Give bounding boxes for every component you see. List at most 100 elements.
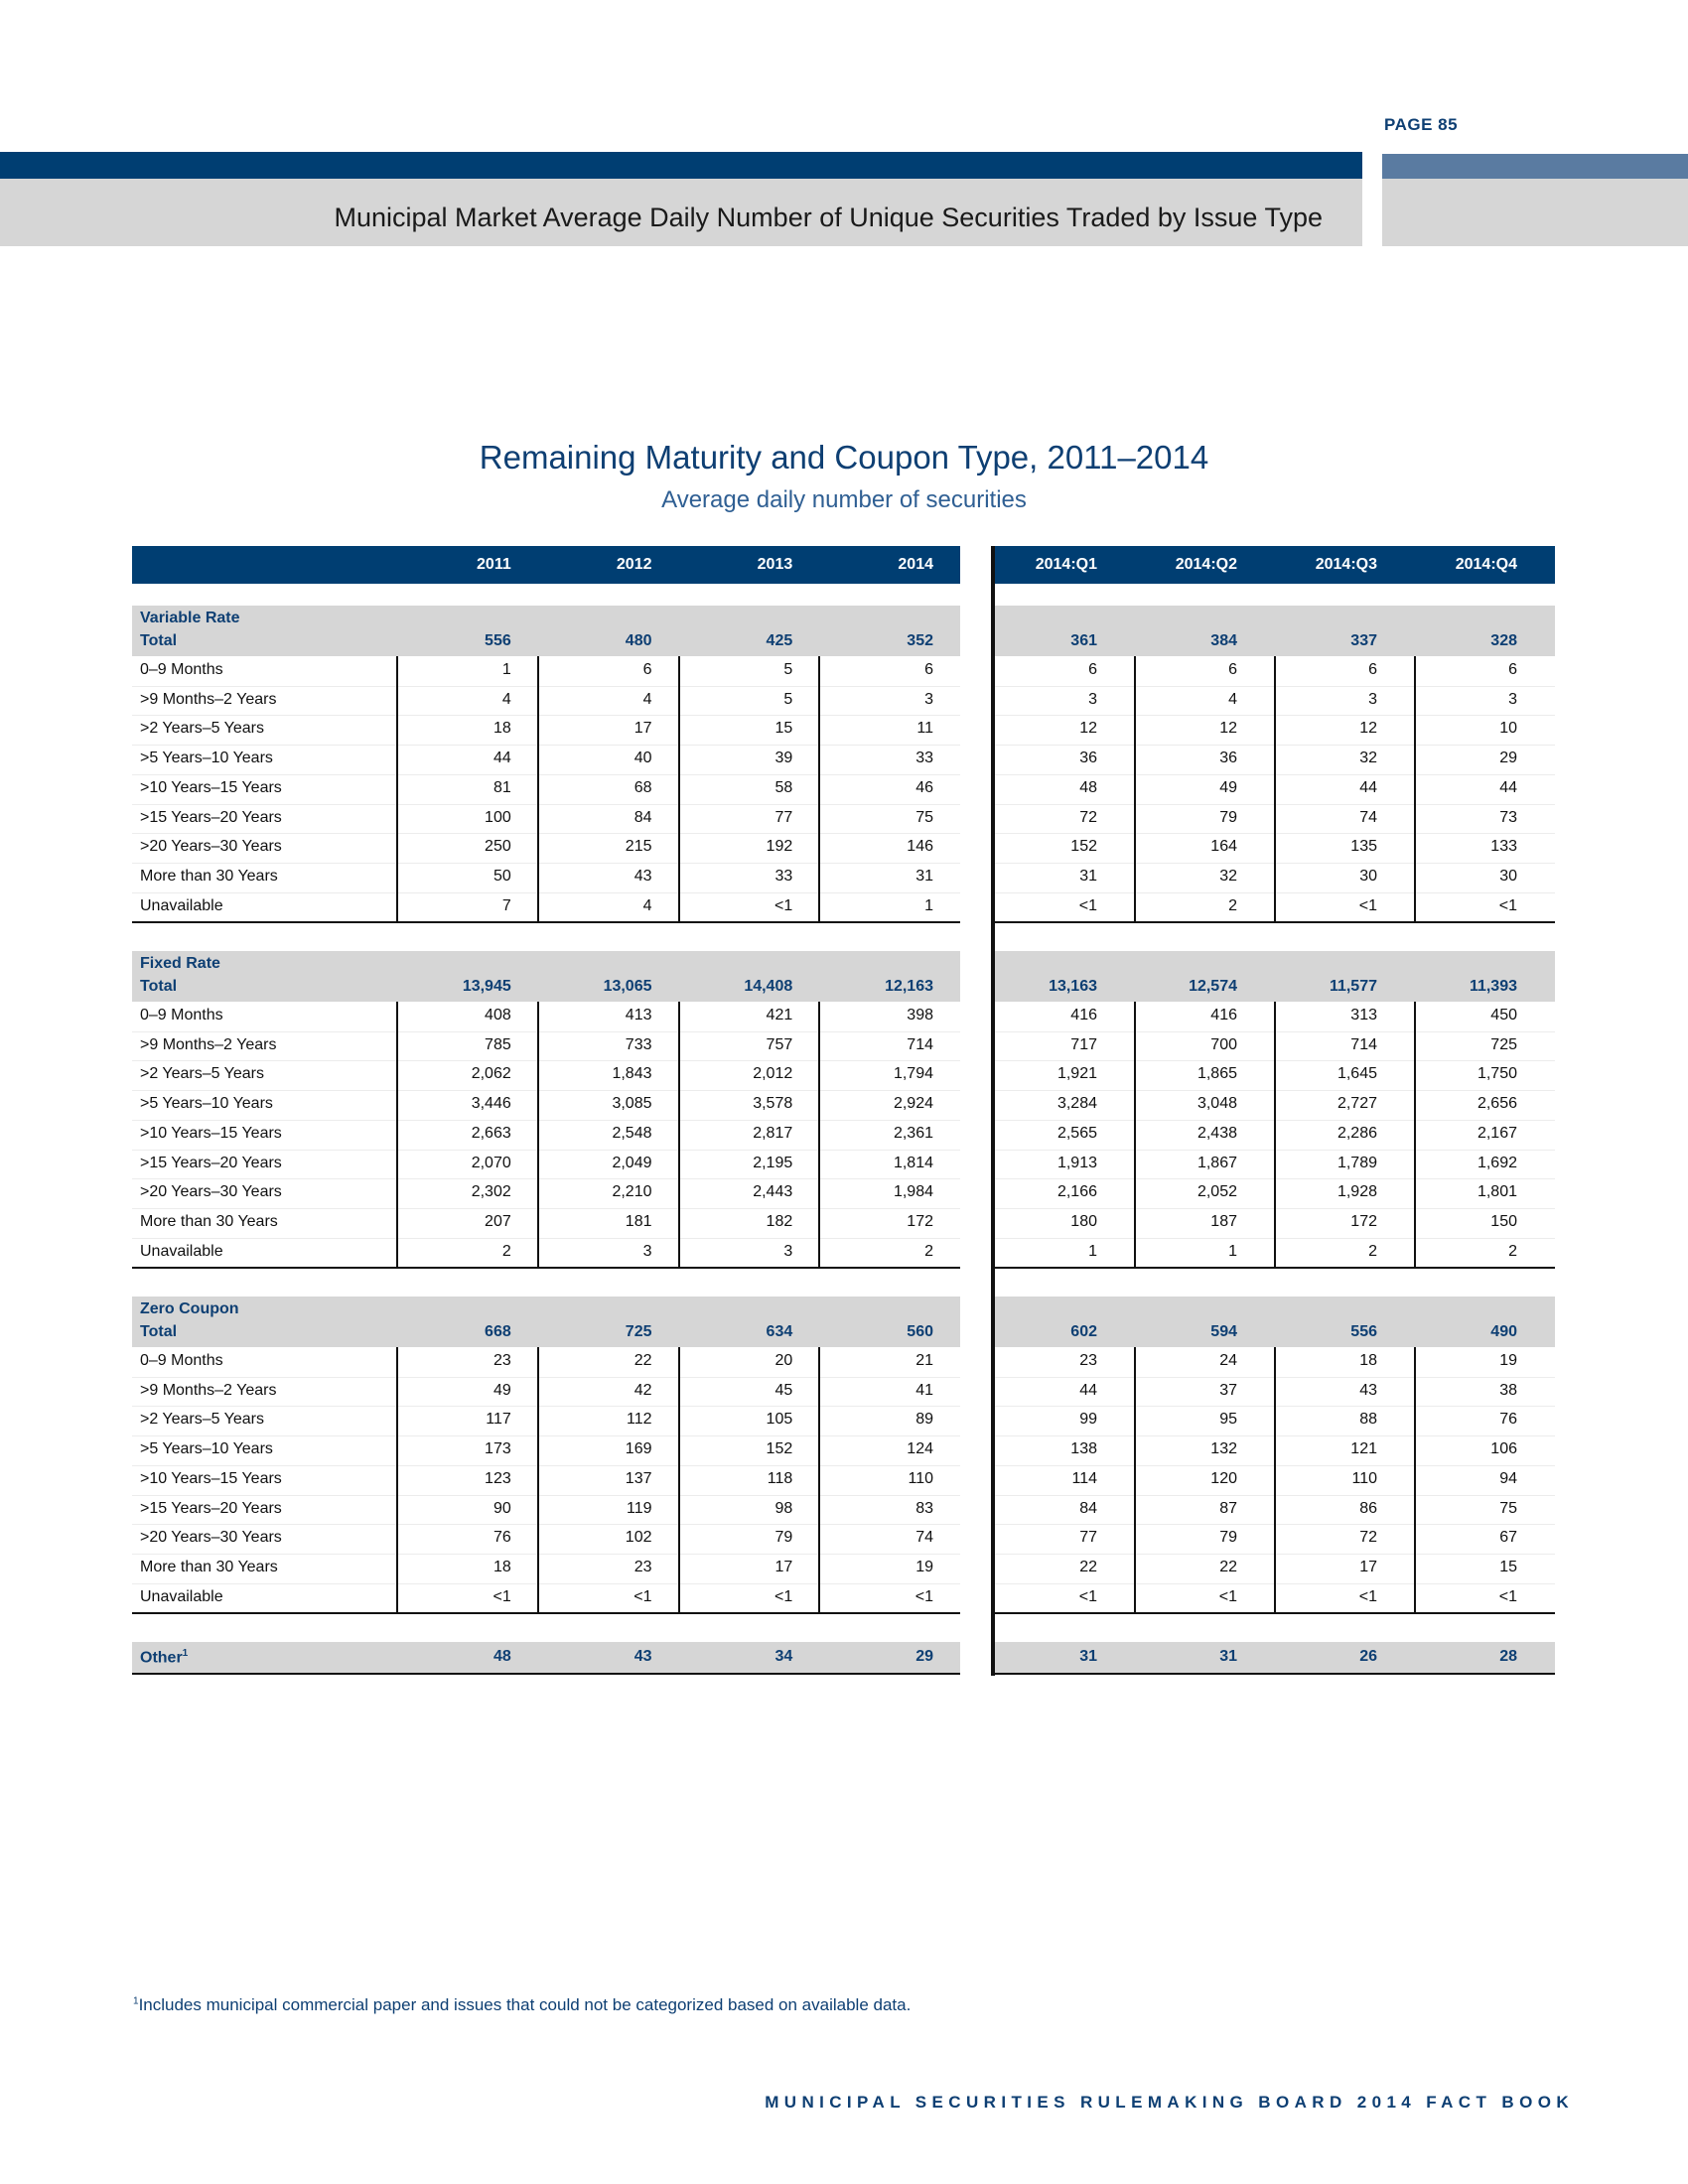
table-cell: 180 xyxy=(1070,1212,1097,1230)
table-cell: 23 xyxy=(1079,1352,1097,1369)
table-cell: 84 xyxy=(1079,1499,1097,1517)
row-label: >2 Years–5 Years xyxy=(140,1411,265,1429)
row-label: >5 Years–10 Years xyxy=(140,1440,273,1458)
table-cell: 2,727 xyxy=(1336,1095,1377,1113)
total-value: 328 xyxy=(1490,632,1517,649)
table-cell: 75 xyxy=(915,808,933,826)
table-cell: 36 xyxy=(1219,750,1237,767)
row-separator xyxy=(132,1207,960,1209)
row-separator xyxy=(132,803,960,805)
column-rule xyxy=(1414,1347,1416,1613)
row-separator xyxy=(132,1090,960,1092)
section-name: Fixed Rate xyxy=(140,955,220,972)
table-cell: 6 xyxy=(642,661,652,678)
column-rule xyxy=(1134,1347,1136,1613)
table-cell: 3,048 xyxy=(1196,1095,1237,1113)
row-label: 0–9 Months xyxy=(140,661,223,678)
table-cell: 2,167 xyxy=(1477,1124,1517,1142)
column-rule xyxy=(818,1347,821,1613)
table-cell: 119 xyxy=(626,1499,652,1517)
table-cell: 2,438 xyxy=(1196,1124,1237,1142)
header-bar-dark xyxy=(0,152,1362,179)
annual-header-row xyxy=(132,546,960,584)
table-cell: 3,284 xyxy=(1056,1095,1097,1113)
table-cell: 37 xyxy=(1219,1381,1237,1399)
table-cell: 181 xyxy=(625,1212,652,1230)
table-cell: 33 xyxy=(774,867,793,885)
table-cell: 2 xyxy=(501,1242,511,1260)
table-cell: 58 xyxy=(774,778,793,796)
table-cell: 5 xyxy=(783,661,793,678)
table-cell: 90 xyxy=(492,1499,511,1517)
table-cell: <1 xyxy=(1358,1587,1377,1605)
total-value: 14,408 xyxy=(744,978,793,995)
table-cell: 49 xyxy=(492,1381,511,1399)
table-cell: 17 xyxy=(774,1558,793,1575)
column-rule xyxy=(1274,1002,1276,1268)
table-cell: 114 xyxy=(1071,1469,1097,1487)
table-cell: 172 xyxy=(907,1212,933,1230)
table-cell: 2 xyxy=(1368,1242,1377,1260)
total-value: 480 xyxy=(625,632,652,649)
table-cell: 1,794 xyxy=(893,1065,933,1083)
table-cell: 4 xyxy=(642,690,652,708)
table-cell: 30 xyxy=(1359,867,1377,885)
table-cell: 785 xyxy=(485,1035,511,1053)
table-cell: 5 xyxy=(783,690,793,708)
table-cell: 32 xyxy=(1359,750,1377,767)
column-header-2014-q3: 2014:Q3 xyxy=(1315,556,1377,573)
table-cell: 22 xyxy=(1219,1558,1237,1575)
table-cell: 43 xyxy=(1359,1381,1377,1399)
table-cell: 44 xyxy=(492,750,511,767)
row-label: More than 30 Years xyxy=(140,867,278,885)
table-cell: 2,052 xyxy=(1196,1183,1237,1201)
column-rule xyxy=(1134,656,1136,922)
table-cell: 152 xyxy=(766,1440,793,1458)
table-cell: 416 xyxy=(1210,1007,1237,1024)
row-label: >15 Years–20 Years xyxy=(140,1499,282,1517)
page-title: Municipal Market Average Daily Number of… xyxy=(334,203,1324,232)
row-label: >9 Months–2 Years xyxy=(140,1035,277,1053)
row-separator xyxy=(132,1030,960,1032)
table-cell: 1 xyxy=(924,896,933,914)
section-name: Zero Coupon xyxy=(140,1300,239,1317)
row-separator xyxy=(132,685,960,687)
table-cell: 3 xyxy=(1088,690,1097,708)
table-cell: 36 xyxy=(1079,750,1097,767)
row-label: Unavailable xyxy=(140,896,223,914)
table-cell: 23 xyxy=(492,1352,511,1369)
column-rule xyxy=(396,1002,398,1268)
row-separator xyxy=(132,715,960,717)
table-cell: 20 xyxy=(774,1352,793,1369)
table-cell: 1,814 xyxy=(893,1154,933,1171)
table-cell: 413 xyxy=(625,1007,652,1024)
table-title: Remaining Maturity and Coupon Type, 2011… xyxy=(479,439,1209,476)
row-label: >15 Years–20 Years xyxy=(140,808,282,826)
table-cell: 132 xyxy=(1210,1440,1237,1458)
table-cell: 2,286 xyxy=(1336,1124,1377,1142)
section-band xyxy=(132,1297,960,1347)
table-cell: 40 xyxy=(633,750,652,767)
other-value: 29 xyxy=(915,1648,933,1665)
table-cell: 164 xyxy=(1210,838,1237,856)
table-cell: 1,865 xyxy=(1196,1065,1237,1083)
table-cell: 41 xyxy=(915,1381,933,1399)
table-cell: 10 xyxy=(1499,720,1517,738)
row-label: >2 Years–5 Years xyxy=(140,1065,265,1083)
row-label: >10 Years–15 Years xyxy=(140,1124,282,1142)
table-cell: 87 xyxy=(1219,1499,1237,1517)
table-cell: 84 xyxy=(633,808,652,826)
table-cell: 6 xyxy=(924,661,933,678)
table-cell: 2,565 xyxy=(1056,1124,1097,1142)
total-value: 556 xyxy=(485,632,511,649)
row-label: >15 Years–20 Years xyxy=(140,1154,282,1171)
total-value: 602 xyxy=(1070,1323,1097,1340)
row-separator xyxy=(132,1553,960,1555)
row-separator xyxy=(132,1494,960,1496)
table-cell: 72 xyxy=(1079,808,1097,826)
table-cell: 2,210 xyxy=(612,1183,652,1201)
column-rule xyxy=(677,1347,680,1613)
table-cell: 73 xyxy=(1499,808,1517,826)
total-value: 337 xyxy=(1350,632,1377,649)
table-cell: 44 xyxy=(1079,1381,1097,1399)
